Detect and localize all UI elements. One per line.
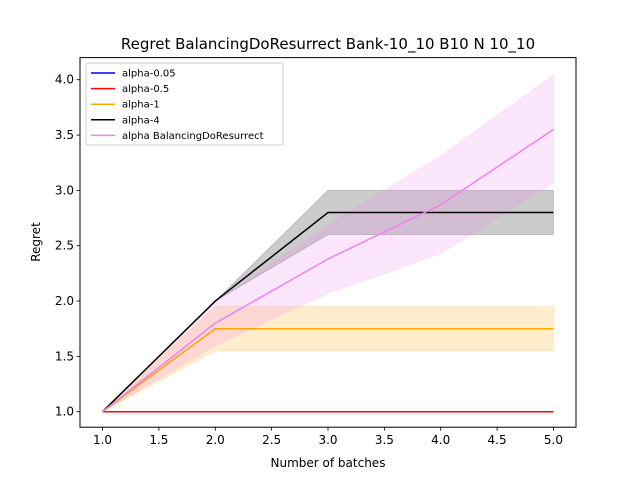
y-tick-label: 1.0 xyxy=(55,405,74,419)
legend-entry-alpha-0-5: alpha-0.5 xyxy=(122,84,169,95)
y-tick-label: 2.5 xyxy=(55,239,74,253)
legend-entry-alpha-balancingdoresurrect: alpha BalancingDoResurrect xyxy=(122,131,264,142)
x-axis-label: Number of batches xyxy=(271,456,386,470)
x-tick-label: 4.5 xyxy=(488,433,507,447)
x-tick-label: 3.0 xyxy=(318,433,337,447)
x-tick-label: 4.0 xyxy=(431,433,450,447)
line-alpha-1 xyxy=(102,327,554,413)
y-tick-label: 4.0 xyxy=(55,73,74,87)
y-tick-label: 3.5 xyxy=(55,128,74,142)
legend-box xyxy=(85,62,284,146)
chart-title: Regret BalancingDoResurrect Bank-10_10 B… xyxy=(121,35,535,54)
x-tick-label: 1.0 xyxy=(93,433,112,447)
line-alpha-balancingdoresurrect xyxy=(102,128,554,413)
x-tick-label: 2.5 xyxy=(262,433,281,447)
y-tick-label: 1.5 xyxy=(55,349,74,363)
band-alpha-balancingdoresurrect xyxy=(102,74,554,413)
y-tick-label: 3.0 xyxy=(55,183,74,197)
x-tick-label: 2.0 xyxy=(206,433,225,447)
series-lines xyxy=(102,128,554,413)
y-axis-ticks: 1.0 1.5 2.0 2.5 3.0 3.5 4.0 xyxy=(55,73,80,419)
y-tick-label: 2.0 xyxy=(55,294,74,308)
legend-entry-alpha-4: alpha-4 xyxy=(122,115,160,126)
line-alpha-4 xyxy=(102,211,554,413)
legend-entry-alpha-1: alpha-1 xyxy=(122,100,160,111)
legend-entry-alpha-0-05: alpha-0.05 xyxy=(122,69,176,80)
y-axis-label: Regret xyxy=(29,222,43,262)
x-tick-label: 3.5 xyxy=(375,433,394,447)
x-tick-label: 1.5 xyxy=(149,433,168,447)
x-axis-ticks: 1.0 1.5 2.0 2.5 3.0 3.5 4.0 4.5 5.0 xyxy=(93,427,563,447)
x-tick-label: 5.0 xyxy=(544,433,563,447)
legend: alpha-0.05 alpha-0.5 alpha-1 alpha-4 alpha B… xyxy=(85,62,284,146)
